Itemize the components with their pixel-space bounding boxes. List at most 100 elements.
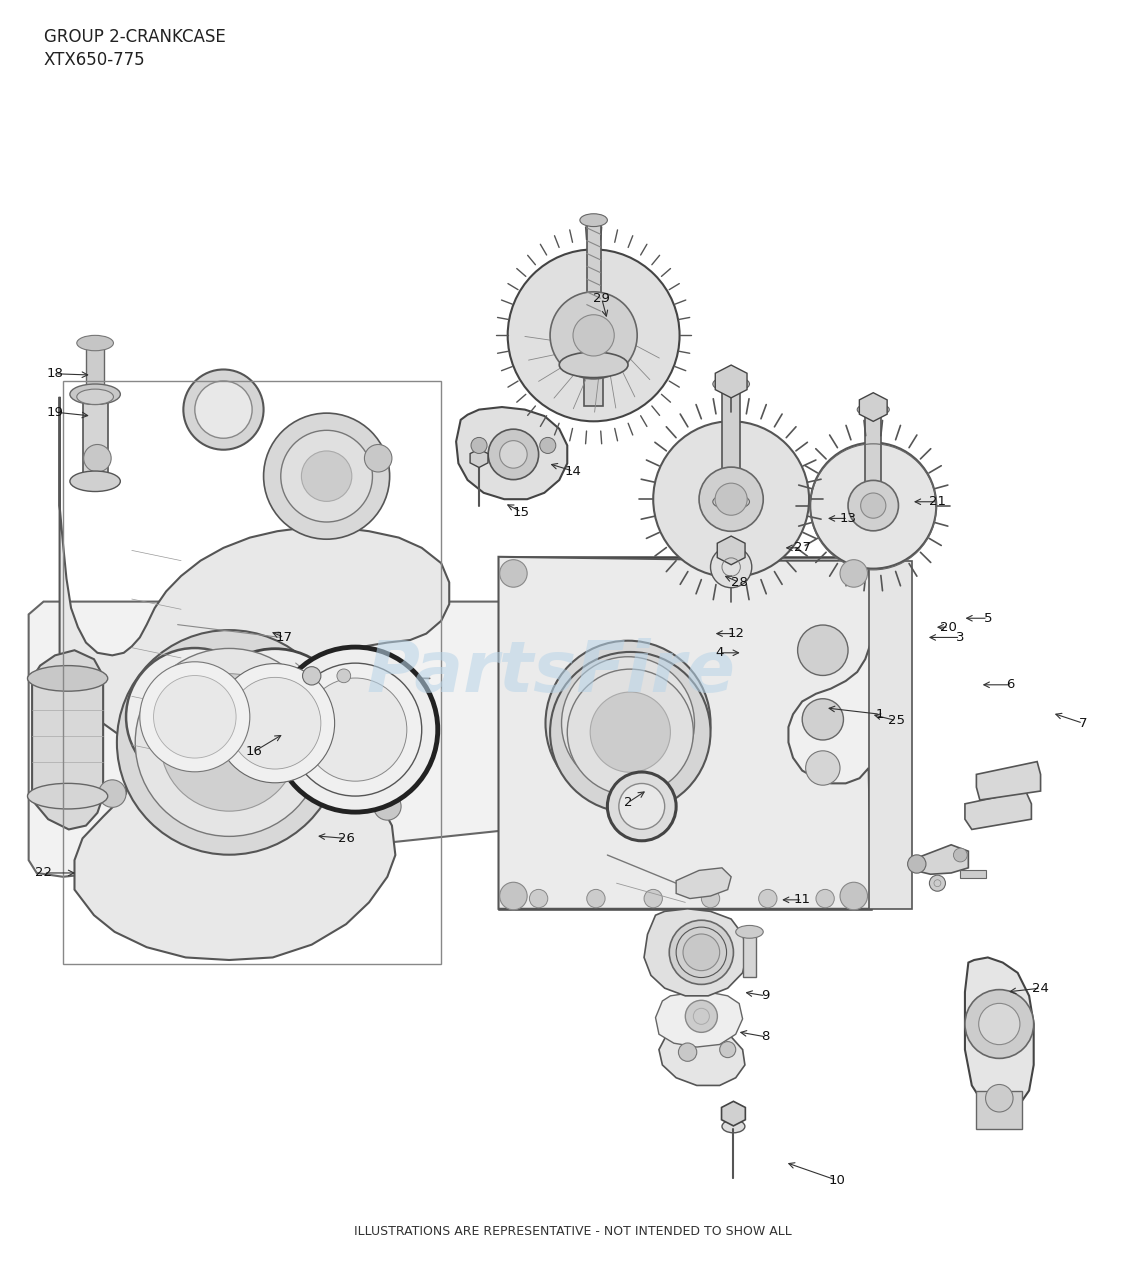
Circle shape: [619, 783, 665, 829]
Text: 5: 5: [983, 612, 992, 625]
Bar: [865, 410, 881, 509]
Circle shape: [84, 444, 111, 472]
Polygon shape: [717, 536, 745, 564]
Circle shape: [587, 890, 605, 908]
Circle shape: [798, 625, 848, 676]
Circle shape: [229, 677, 321, 769]
Circle shape: [711, 547, 752, 588]
Text: 10: 10: [829, 1174, 845, 1187]
Text: 15: 15: [513, 506, 529, 518]
Polygon shape: [911, 845, 968, 874]
Text: 27: 27: [794, 541, 810, 554]
Circle shape: [979, 1004, 1020, 1044]
Circle shape: [806, 751, 840, 785]
Ellipse shape: [722, 1120, 745, 1133]
Circle shape: [715, 483, 747, 516]
Ellipse shape: [70, 384, 120, 404]
Text: GROUP 2-CRANKCASE: GROUP 2-CRANKCASE: [44, 28, 226, 46]
Ellipse shape: [857, 403, 889, 416]
Bar: [86, 343, 104, 397]
Bar: [587, 220, 601, 338]
Text: 29: 29: [594, 292, 610, 305]
Circle shape: [908, 855, 926, 873]
Circle shape: [550, 292, 637, 379]
Circle shape: [500, 559, 527, 588]
Polygon shape: [659, 1030, 745, 1085]
Circle shape: [953, 849, 967, 861]
Circle shape: [126, 648, 264, 786]
Text: 11: 11: [794, 893, 810, 906]
Text: 2: 2: [623, 796, 633, 809]
Polygon shape: [644, 909, 747, 996]
Circle shape: [117, 630, 342, 855]
Circle shape: [759, 890, 777, 908]
Circle shape: [540, 438, 556, 453]
Text: PartsFire: PartsFire: [367, 637, 736, 707]
Circle shape: [215, 663, 335, 783]
Circle shape: [929, 876, 945, 891]
Bar: [743, 932, 756, 977]
Text: 24: 24: [1033, 982, 1049, 995]
Circle shape: [301, 451, 352, 502]
Polygon shape: [965, 791, 1031, 829]
Ellipse shape: [736, 925, 763, 938]
Circle shape: [99, 780, 126, 808]
Ellipse shape: [28, 783, 108, 809]
Ellipse shape: [77, 335, 113, 351]
Ellipse shape: [559, 352, 628, 378]
Circle shape: [281, 430, 372, 522]
Circle shape: [685, 1000, 717, 1033]
Bar: [722, 384, 740, 502]
Ellipse shape: [77, 389, 113, 404]
Circle shape: [337, 669, 351, 682]
Polygon shape: [976, 762, 1041, 800]
Polygon shape: [965, 957, 1034, 1111]
Circle shape: [374, 792, 401, 820]
Circle shape: [471, 438, 487, 453]
Circle shape: [653, 421, 809, 577]
Ellipse shape: [580, 214, 607, 227]
Circle shape: [289, 663, 422, 796]
Circle shape: [488, 429, 539, 480]
Circle shape: [550, 652, 711, 813]
Circle shape: [545, 641, 711, 805]
Circle shape: [562, 657, 694, 790]
Circle shape: [160, 673, 298, 812]
Circle shape: [183, 370, 264, 449]
Bar: [83, 394, 108, 481]
Text: 12: 12: [728, 627, 744, 640]
Polygon shape: [715, 365, 747, 398]
Circle shape: [201, 649, 350, 797]
Polygon shape: [722, 1101, 745, 1126]
Circle shape: [135, 649, 323, 836]
Text: 1: 1: [876, 708, 885, 721]
Circle shape: [861, 493, 886, 518]
Circle shape: [986, 1084, 1013, 1112]
Circle shape: [140, 662, 250, 772]
Polygon shape: [60, 397, 449, 960]
Ellipse shape: [70, 471, 120, 492]
Circle shape: [720, 1042, 736, 1057]
Text: 6: 6: [1006, 678, 1015, 691]
Bar: [63, 381, 441, 964]
Ellipse shape: [575, 328, 612, 343]
Circle shape: [701, 890, 720, 908]
Circle shape: [840, 882, 868, 910]
Circle shape: [678, 1043, 697, 1061]
Circle shape: [644, 890, 662, 908]
Text: 21: 21: [929, 495, 945, 508]
Bar: [869, 561, 912, 909]
Circle shape: [816, 890, 834, 908]
Text: 16: 16: [246, 745, 262, 758]
Bar: [960, 870, 986, 878]
Circle shape: [582, 677, 674, 769]
Circle shape: [669, 920, 733, 984]
Circle shape: [810, 443, 936, 568]
Text: XTX650-775: XTX650-775: [44, 51, 146, 69]
Text: 22: 22: [36, 867, 52, 879]
Bar: [499, 557, 871, 909]
Ellipse shape: [713, 376, 749, 392]
Polygon shape: [860, 393, 887, 421]
Polygon shape: [32, 650, 103, 829]
Circle shape: [364, 444, 392, 472]
